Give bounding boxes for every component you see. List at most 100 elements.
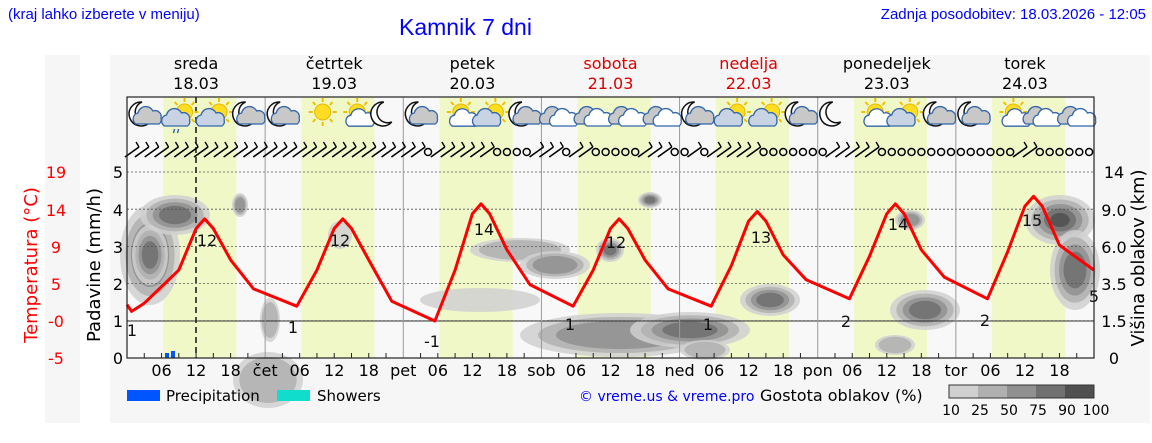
wind-barb-icon (736, 146, 752, 158)
calm-wind-icon (502, 147, 512, 157)
last-update: Zadnja posodobitev: 18.03.2026 - 12:05 (880, 6, 1146, 23)
wind-barb-icon (164, 146, 179, 158)
copyright-link: © vreme.us & vreme.pro (579, 389, 754, 405)
sun-cloud-icon (713, 98, 752, 127)
x-hour-label: 06 (151, 361, 171, 380)
precip-tick: 5 (113, 163, 123, 182)
wind-barb-icon (440, 146, 456, 158)
temp-min-label: 2 (841, 312, 851, 331)
day-name: nedelja (719, 54, 778, 73)
sun-small-cloud-icon (861, 98, 893, 127)
day-date: 20.03 (449, 74, 495, 93)
temp-min-label: -1 (424, 332, 440, 351)
wind-barb-icon (183, 146, 199, 158)
calm-wind-icon (976, 147, 985, 157)
temp-min-label: 2 (980, 311, 990, 330)
wind-barb-icon (450, 146, 466, 158)
axes: 543210191495-0-5149.06.03.51.50Temperatu… (21, 96, 1149, 368)
moon-cloud-icon (404, 101, 439, 127)
wind-barb-icon (233, 146, 249, 158)
calm-wind-icon (670, 147, 679, 157)
cloud-height-tick: 3.5 (1101, 275, 1126, 294)
day-date: 21.03 (588, 74, 634, 93)
calm-wind-icon (897, 147, 906, 157)
calm-wind-icon (700, 147, 709, 157)
x-hour-label: 18 (635, 361, 655, 380)
temp-axis-label: Temperatura (°C) (21, 187, 42, 344)
calm-wind-icon (1005, 147, 1015, 157)
calm-wind-icon (1075, 147, 1084, 157)
wind-barb-icon (430, 146, 446, 158)
wind-barb-icon (637, 146, 653, 158)
wind-barb-icon (657, 146, 673, 158)
wind-barb-icon (726, 146, 742, 158)
calm-wind-icon (798, 147, 808, 157)
calm-wind-icon (877, 147, 887, 157)
calm-wind-icon (769, 147, 778, 157)
wind-barb-icon (193, 146, 209, 158)
x-day-label: pet (390, 361, 416, 380)
day-name: torek (1004, 54, 1046, 73)
cloud-height-tick: 9.0 (1101, 201, 1126, 220)
moon-cloud-icon (784, 101, 819, 127)
cloud-density-field (120, 192, 1100, 408)
calm-wind-icon (1055, 147, 1064, 157)
wind-barb-icon (272, 146, 288, 158)
cloud-density-label: Gostota oblakov (%) (760, 386, 923, 405)
sun-small-cloud-icon (343, 98, 375, 127)
calm-wind-icon (601, 147, 610, 157)
day-name: petek (450, 54, 496, 73)
day-name: ponedeljek (843, 54, 932, 73)
wind-barb-icon (647, 146, 663, 158)
cloud-density-tick: 90 (1058, 403, 1076, 419)
wind-barb-icon (154, 146, 170, 158)
temp-max-label: 14 (474, 220, 494, 239)
calm-wind-icon (630, 147, 640, 157)
calm-wind-icon (778, 147, 788, 157)
calm-wind-icon (492, 147, 502, 157)
calm-wind-icon (986, 147, 995, 157)
x-hour-label: 18 (497, 361, 517, 380)
showers-swatch (277, 390, 310, 401)
calm-wind-icon (591, 147, 601, 157)
cloud-icon (642, 105, 683, 127)
temp-max-label: 12 (197, 231, 217, 250)
cloud-density-swatch (978, 385, 1007, 398)
precip-bar (171, 351, 175, 358)
x-hour-label: 18 (911, 361, 931, 380)
day-date: 18.03 (173, 74, 219, 93)
wind-barb-icon (716, 146, 732, 158)
wind-barb-icon (361, 146, 377, 158)
cloud-density-swatch (949, 385, 978, 398)
calm-wind-icon (966, 147, 975, 157)
sun-cloud-rain-icon (161, 98, 199, 134)
wind-barb-icon (864, 146, 880, 158)
x-day-label: sob (527, 361, 555, 380)
x-hour-label: 06 (428, 361, 448, 380)
x-day-label: pon (803, 361, 833, 380)
calm-wind-icon (927, 147, 936, 157)
temp-max-label: 12 (606, 233, 626, 252)
x-hour-label: 06 (289, 361, 309, 380)
cloud-density-tick: 75 (1029, 403, 1047, 419)
calm-wind-icon (512, 147, 522, 157)
wind-barb-icon (479, 146, 495, 158)
wind-barb-icon (262, 146, 278, 158)
calm-wind-icon (1045, 147, 1054, 157)
sun-cloud-icon (886, 98, 924, 127)
wind-barb-icon (203, 146, 219, 158)
x-hour-label: 12 (600, 361, 620, 380)
wind-barb-icon (410, 146, 426, 158)
precipitation-swatch (127, 390, 160, 401)
cloud-icon (1056, 105, 1097, 127)
x-hour-label: 06 (842, 361, 862, 380)
wind-barb-icon (173, 146, 189, 158)
wind-barb-icon (686, 146, 702, 158)
temp-min-label: 1 (565, 315, 575, 334)
precip-bar (165, 353, 169, 358)
day-date: 19.03 (311, 74, 357, 93)
temp-max-label: 15 (1022, 211, 1042, 230)
precip-tick: 3 (113, 238, 123, 257)
x-day-label: čet (253, 361, 278, 380)
